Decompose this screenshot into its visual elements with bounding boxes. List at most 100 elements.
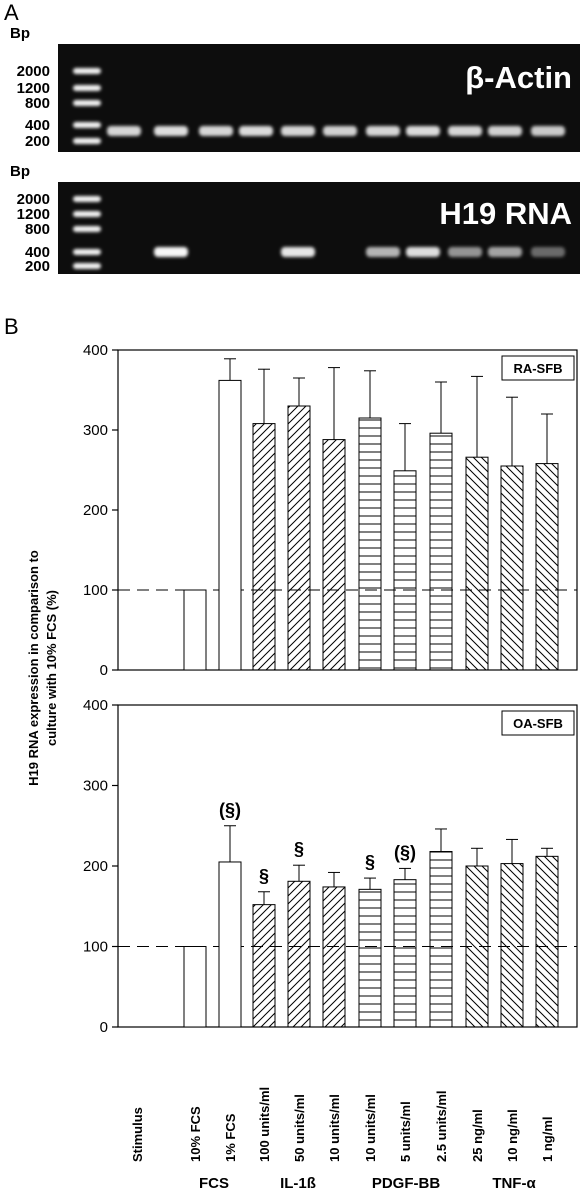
category-label: 1 ng/ml <box>540 1116 555 1162</box>
y-axis-title-line1: H19 RNA expression in comparison to <box>26 550 41 786</box>
bar <box>393 470 417 671</box>
ladder-label: 200 <box>25 133 50 150</box>
ladder-band <box>73 68 101 74</box>
gel-band <box>531 247 565 257</box>
y-tick-label: 400 <box>83 342 108 359</box>
ladder-band <box>73 138 101 144</box>
ladder-label: 800 <box>25 221 50 238</box>
ladder-band <box>73 226 101 232</box>
bar <box>500 465 524 671</box>
legend-box <box>501 355 575 381</box>
bar <box>218 379 242 671</box>
category-label: 10% FCS <box>188 1106 203 1162</box>
bar <box>358 888 382 1028</box>
gel-band <box>281 247 315 257</box>
significance-marker: § <box>365 852 375 872</box>
category-label: Stimulus <box>130 1107 145 1162</box>
gel-band <box>488 247 522 257</box>
gel-band <box>406 126 440 136</box>
bar <box>393 879 417 1028</box>
y-tick-label: 300 <box>83 422 108 439</box>
significance-marker: (§) <box>219 800 241 820</box>
significance-marker: § <box>294 839 304 859</box>
gel-title: H19 RNA <box>439 196 572 231</box>
bar <box>322 886 346 1028</box>
legend-label: RA-SFB <box>513 361 562 376</box>
category-label: 25 ng/ml <box>470 1109 485 1162</box>
ladder-label: 2000 <box>17 63 50 80</box>
panel-b-letter: B <box>4 314 19 339</box>
gel-band <box>323 126 357 136</box>
y-tick-label: 0 <box>100 662 108 679</box>
gel-band <box>366 126 400 136</box>
bp-label: Bp <box>10 25 30 42</box>
bar <box>465 865 489 1028</box>
bar <box>429 432 453 671</box>
bar <box>287 880 311 1028</box>
group-label: PDGF-BB <box>372 1175 440 1192</box>
category-label: 50 units/ml <box>292 1094 307 1162</box>
ladder-band <box>73 249 101 255</box>
gel-background <box>58 182 580 274</box>
group-label: IL-1ß <box>280 1175 316 1192</box>
panel-a-letter: A <box>4 0 19 25</box>
bar <box>252 423 276 671</box>
bar <box>183 946 207 1028</box>
ladder-label: 2000 <box>17 191 50 208</box>
ladder-band <box>73 211 101 217</box>
legend-label: OA-SFB <box>513 716 563 731</box>
significance-marker: (§) <box>394 842 416 862</box>
bar <box>218 861 242 1028</box>
gel-band <box>154 126 188 136</box>
y-tick-label: 100 <box>83 939 108 956</box>
gel-band <box>281 126 315 136</box>
ladder-label: 400 <box>25 244 50 261</box>
ladder-label: 400 <box>25 117 50 134</box>
bar <box>322 439 346 671</box>
bar <box>465 456 489 671</box>
y-tick-label: 200 <box>83 858 108 875</box>
group-label: FCS <box>199 1175 229 1192</box>
gel-band <box>448 247 482 257</box>
gel-band <box>406 247 440 257</box>
group-label: TNF-α <box>492 1175 536 1192</box>
category-label: 100 units/ml <box>257 1087 272 1162</box>
bar <box>287 405 311 671</box>
bp-label: Bp <box>10 163 30 180</box>
gel-band <box>366 247 400 257</box>
ladder-band <box>73 196 101 202</box>
gel-band <box>199 126 233 136</box>
legend-box <box>501 710 575 736</box>
ladder-band <box>73 85 101 91</box>
y-tick-label: 200 <box>83 502 108 519</box>
gel-band <box>448 126 482 136</box>
ladder-label: 1200 <box>17 206 50 223</box>
gel-band <box>239 126 273 136</box>
category-label: 10 units/ml <box>363 1094 378 1162</box>
y-axis-title-line2: culture with 10% FCS (%) <box>44 590 59 746</box>
ladder-band <box>73 263 101 269</box>
category-label: 10 ng/ml <box>505 1109 520 1162</box>
bar <box>358 417 382 671</box>
gel-band <box>531 126 565 136</box>
category-label: 10 units/ml <box>327 1094 342 1162</box>
significance-marker: § <box>259 866 269 886</box>
bar-charts: 0 100 200 300 400 RA-SFB 0 100 200 300 400 (§) § § § (§… <box>83 342 578 1036</box>
y-axis-title: H19 RNA expression in comparison to cult… <box>26 550 59 786</box>
bar <box>500 863 524 1028</box>
x-axis-group-labels: FCS IL-1ß PDGF-BB TNF-α <box>199 1175 536 1192</box>
category-label: 5 units/ml <box>398 1101 413 1162</box>
bar <box>252 904 276 1028</box>
chart-ra-sfb: 0 100 200 300 400 RA-SFB <box>83 342 578 679</box>
bar <box>429 851 453 1028</box>
ladder-band <box>73 122 101 128</box>
category-label: 2.5 units/ml <box>434 1090 449 1162</box>
gel-band <box>488 126 522 136</box>
ladder-label: 800 <box>25 95 50 112</box>
ladder-label: 200 <box>25 258 50 275</box>
y-tick-label: 300 <box>83 778 108 795</box>
bar <box>535 855 559 1028</box>
